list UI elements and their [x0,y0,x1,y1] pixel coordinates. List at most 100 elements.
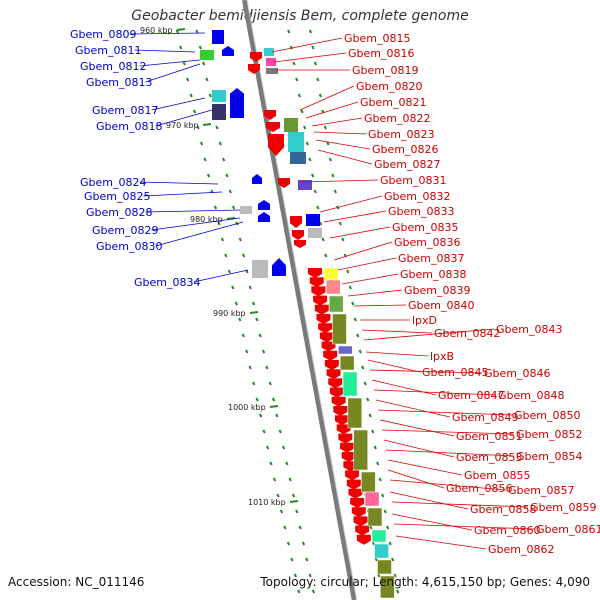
backbone-highlight [246,0,358,600]
gene-label-right: Gbem_0850 [514,409,580,422]
leader-line [379,419,455,437]
leader-line [387,469,445,489]
gene-label-left: Gbem_0811 [75,44,141,57]
gene-label-right: Gbem_0860 [474,524,540,537]
scale-tick [221,157,226,162]
kbp-label: 970 kbp [166,121,199,130]
leader-line [317,149,373,165]
gene-label-right: Gbem_0819 [352,64,418,77]
leader-line [129,32,206,35]
leader-line [341,273,399,285]
scale-tick [258,413,263,418]
plus-strand-arrow [258,200,270,210]
leader-line [391,513,473,531]
gene-label-right: Gbem_0861 [536,523,600,536]
minus-strand-arrow [266,122,280,132]
scale-tick [318,93,323,98]
scale-tick [215,125,219,130]
scale-tick [374,557,378,562]
scale-tick [205,77,209,82]
minus-strand-arrow [318,323,333,334]
minus-strand-gene [332,313,347,345]
kbp-tick [176,28,186,31]
scale-tick [255,317,259,322]
plus-strand-arrow [222,46,234,56]
scale-tick [268,381,272,386]
kbp-tick [249,311,259,314]
scale-tick [241,253,246,258]
scale-tick [288,477,292,482]
scale-tick [217,221,221,226]
leader-line [139,59,201,67]
scale-tick [353,317,357,322]
leader-line [387,459,463,476]
gene-label-right: lpxD [412,314,437,327]
plus-strand-gene [212,30,224,44]
minus-strand-gene [342,371,358,397]
scale-tick [251,301,256,306]
scale-tick [202,61,206,66]
scale-tick [289,45,294,50]
gene-label-right: Gbem_0832 [384,190,450,203]
minus-strand-arrow [334,415,349,426]
minus-strand-arrow [268,134,284,156]
minus-strand-arrow [294,240,306,248]
scale-tick [224,253,228,258]
minus-strand-gene [361,471,376,493]
scale-tick [377,573,381,578]
minus-strand-gene [339,355,355,371]
scale-tick [351,301,355,306]
minus-strand-gene [288,132,304,152]
kbp-tick [269,405,279,408]
scale-tick [218,141,222,146]
minus-strand-arrow [351,507,366,518]
kbp-label: 980 kbp [190,215,223,224]
scale-tick [295,509,299,514]
scale-tick [258,333,262,338]
plus-strand-arrow [258,212,270,222]
scale-tick [252,381,256,386]
minus-strand-gene [364,491,380,507]
leader-line [347,289,403,297]
scale-tick [361,365,365,370]
minus-strand-gene [284,118,298,132]
leader-line [337,257,397,271]
gene-label-right: Gbem_0858 [470,503,536,516]
leader-line [329,226,391,239]
scale-tick [310,173,315,178]
minus-strand-arrow [316,314,331,324]
scale-tick [326,141,330,146]
scale-tick [196,125,200,130]
gene-label-right: Gbem_0856 [446,482,512,495]
gene-label-right: Gbem_0859 [530,501,596,514]
minus-strand-arrow [321,341,336,352]
kbp-label: 1000 kbp [228,403,266,412]
scale-tick [371,541,376,546]
scale-tick [305,141,309,146]
leader-line [143,191,223,197]
minus-strand-arrow [311,286,326,297]
scale-tick [324,253,328,258]
kbp-label: 990 kbp [213,309,246,318]
leader-line [373,389,497,396]
minus-strand-arrow [355,525,370,536]
scale-tick [234,301,238,306]
scale-tick [186,77,190,82]
gene-label-right: Gbem_0853 [456,451,522,464]
scale-tick [393,573,397,578]
scale-tick [376,461,380,466]
scale-tick [395,589,400,594]
scale-tick [192,109,197,114]
scale-tick [220,237,225,242]
kbp-tick [289,500,299,503]
gene-label-right: lpxB [430,350,454,363]
gene-label-left: Gbem_0813 [86,76,152,89]
scale-tick [331,173,335,178]
scale-tick [225,173,229,178]
gene-label-right: Gbem_0843 [496,323,562,336]
scale-tick [238,317,242,322]
gene-label-left: Gbem_0812 [80,60,146,73]
scale-tick [295,77,299,82]
scale-tick [231,285,235,290]
gene-label-right: Gbem_0816 [348,47,414,60]
